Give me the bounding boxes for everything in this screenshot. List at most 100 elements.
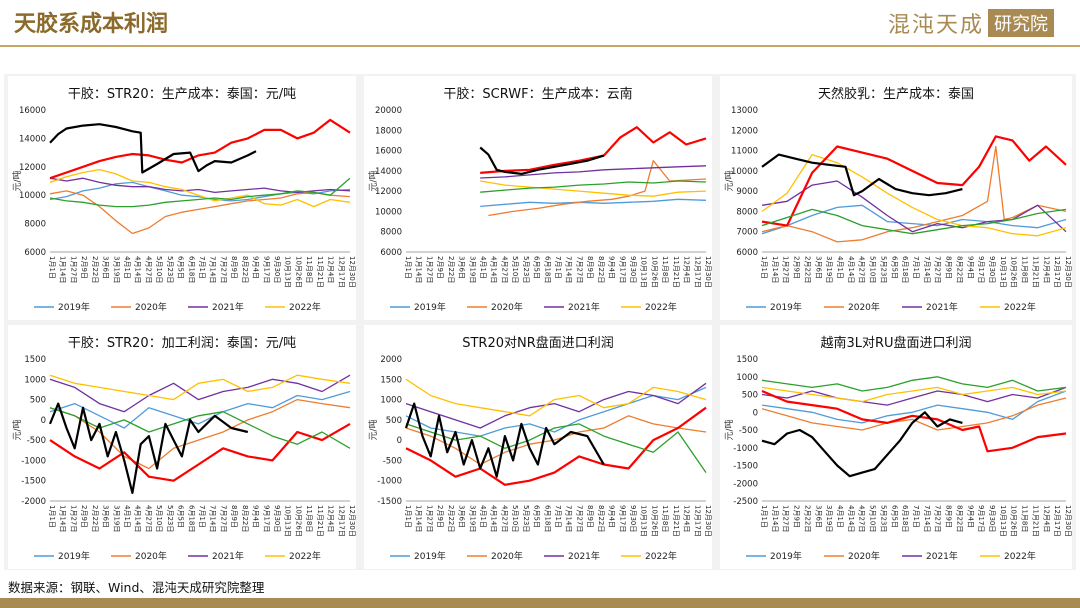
x-tick-label: 12月4日 <box>327 256 335 283</box>
x-tick-label: 3月19日 <box>825 505 833 532</box>
legend-label: 2021年 <box>212 550 244 562</box>
x-tick-label: 2月22日 <box>91 256 99 283</box>
series-line <box>761 386 1067 406</box>
x-tick-label: 3月19日 <box>468 505 476 532</box>
chart-panel-6: 越南3L对RU盘面进口利润 元/吨 -2500 -2000 -1500 -1000 -500… <box>720 325 1072 569</box>
y-tick-label: 6000 <box>380 248 402 258</box>
x-tick-label: 1月14日 <box>59 256 67 283</box>
x-tick-label: 8月9日 <box>230 256 238 279</box>
x-tick-label: 12月30日 <box>704 256 712 288</box>
y-tick-label: 1500 <box>24 355 46 365</box>
x-tick-label: 12月4日 <box>1042 256 1050 283</box>
legend-label: 2022年 <box>289 301 321 313</box>
legend-label: 2021年 <box>926 301 958 313</box>
x-tick-label: 1月1日 <box>48 256 56 279</box>
x-tick-label: 1月14日 <box>415 256 423 283</box>
x-tick-label: 12月4日 <box>683 505 691 532</box>
x-tick-label: 7月1日 <box>554 505 562 528</box>
series-line <box>480 180 707 197</box>
series-line <box>761 153 963 197</box>
y-tick-label: 0 <box>753 408 758 418</box>
y-tick-label: 20000 <box>375 106 402 116</box>
x-tick-label: 12月30日 <box>1064 505 1072 537</box>
x-tick-label: 11月8日 <box>1021 256 1029 283</box>
logo: 混沌天成 研究院 <box>888 8 1054 38</box>
x-tick-label: 1月27日 <box>69 256 77 283</box>
x-tick-label: 7月27日 <box>934 256 942 283</box>
x-tick-label: 2月9日 <box>793 505 801 528</box>
series-line <box>405 386 707 437</box>
y-tick-label: 16000 <box>19 106 46 116</box>
y-tick-label: 10000 <box>375 207 402 217</box>
x-tick-label: 5月10日 <box>155 256 163 283</box>
series-line <box>49 190 351 235</box>
x-tick-label: 4月14日 <box>490 505 498 532</box>
y-tick-label: -1500 <box>21 477 46 487</box>
y-tick-label: 1000 <box>736 373 758 383</box>
x-tick-label: 4月14日 <box>847 256 855 283</box>
chart-panel-2: 干胶：SCRWF：生产成本：云南 元/吨 6000 8000 10000 12000 140… <box>364 76 712 320</box>
x-tick-label: 2月22日 <box>91 505 99 532</box>
x-tick-label: 4月14日 <box>134 256 142 283</box>
x-tick-label: 10月26日 <box>294 256 302 288</box>
y-tick-label: -1500 <box>377 497 402 507</box>
series-line <box>761 135 1067 227</box>
x-tick-label: 3月6日 <box>102 256 110 279</box>
y-tick-label: 13000 <box>731 106 758 116</box>
series-line <box>49 118 351 180</box>
x-tick-label: 6月18日 <box>901 505 909 532</box>
x-tick-label: 8月22日 <box>597 256 605 283</box>
legend-label: 2022年 <box>289 550 321 562</box>
x-tick-label: 8月22日 <box>597 505 605 532</box>
x-tick-label: 9月30日 <box>273 505 281 532</box>
series-line <box>761 204 1067 235</box>
x-tick-label: 12月17日 <box>693 505 701 537</box>
y-tick-label: 1500 <box>736 355 758 365</box>
x-tick-label: 7月14日 <box>565 256 573 283</box>
x-tick-label: 11月8日 <box>305 256 313 283</box>
x-tick-label: 8月22日 <box>955 256 963 283</box>
x-tick-label: 12月4日 <box>327 505 335 532</box>
chart-title: STR20对NR盘面进口利润 <box>462 335 614 351</box>
series-line <box>49 168 351 208</box>
x-tick-label: 9月17日 <box>262 505 270 532</box>
x-tick-label: 9月4日 <box>966 505 974 528</box>
series-line <box>49 374 351 413</box>
x-tick-label: 3月19日 <box>468 256 476 283</box>
series-line <box>48 402 249 494</box>
legend-label: 2019年 <box>770 301 802 313</box>
x-tick-label: 6月5日 <box>890 505 898 528</box>
x-tick-label: 8月9日 <box>945 256 953 279</box>
x-tick-label: 2月9日 <box>436 256 444 279</box>
x-tick-label: 7月27日 <box>575 505 583 532</box>
x-tick-label: 1月1日 <box>760 256 768 279</box>
y-tick-label: -500 <box>739 426 758 436</box>
x-tick-label: 10月13日 <box>640 256 648 288</box>
y-tick-label: 0 <box>397 436 402 446</box>
legend-label: 2021年 <box>568 301 600 313</box>
legend-label: 2021年 <box>926 550 958 562</box>
y-tick-label: 14000 <box>19 134 46 144</box>
logo-box: 研究院 <box>988 9 1054 37</box>
y-axis-label: 元/吨 <box>11 170 23 191</box>
chart-panel-4: 干胶：STR20：加工利润：泰国：元/吨 元/吨 -2000 -1500 -1000 -5… <box>8 325 356 569</box>
x-tick-label: 10月13日 <box>284 256 292 288</box>
x-tick-label: 2月9日 <box>80 505 88 528</box>
series-line <box>405 382 707 429</box>
x-tick-label: 5月10日 <box>511 505 519 532</box>
x-tick-label: 5月23日 <box>879 505 887 532</box>
x-tick-label: 12月17日 <box>337 505 345 537</box>
x-tick-label: 7月1日 <box>912 256 920 279</box>
y-tick-label: -500 <box>27 436 46 446</box>
x-tick-label: 9月17日 <box>262 256 270 283</box>
series-line <box>480 126 707 174</box>
chart-svg-3: 天然胶乳：生产成本：泰国元/吨 6000 7000 8000 9000 10000 1100… <box>723 86 1072 313</box>
x-tick-label: 4月27日 <box>500 256 508 283</box>
x-tick-label: 3月19日 <box>112 505 120 532</box>
series-line <box>761 153 1067 237</box>
x-tick-label: 1月1日 <box>404 505 412 528</box>
x-tick-label: 2月22日 <box>803 256 811 283</box>
y-tick-label: 12000 <box>375 187 402 197</box>
x-tick-label: 1月14日 <box>59 505 67 532</box>
